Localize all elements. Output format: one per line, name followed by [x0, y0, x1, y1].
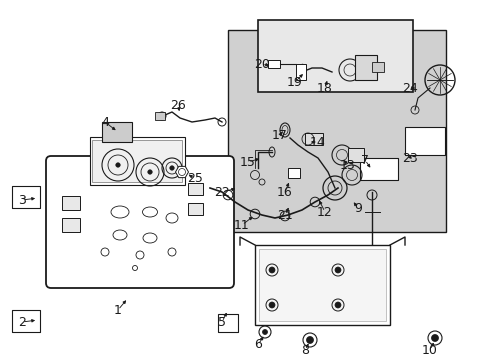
Text: 14: 14	[309, 135, 325, 149]
Bar	[12, 310, 40, 332]
Text: 20: 20	[254, 58, 269, 71]
Circle shape	[116, 163, 120, 167]
Text: 18: 18	[316, 81, 332, 95]
Bar	[305, 133, 323, 145]
Text: 7: 7	[360, 153, 368, 166]
Text: 6: 6	[254, 338, 262, 351]
Circle shape	[147, 170, 152, 174]
Text: 5: 5	[218, 315, 225, 328]
Circle shape	[430, 334, 438, 342]
Bar	[102, 122, 132, 142]
Text: 23: 23	[401, 152, 417, 165]
Bar	[354, 55, 376, 80]
Text: 10: 10	[421, 343, 437, 356]
Text: 25: 25	[187, 171, 203, 185]
Circle shape	[268, 267, 274, 273]
Bar	[287, 168, 299, 178]
Circle shape	[334, 267, 340, 273]
Text: 13: 13	[340, 158, 355, 171]
Bar	[187, 203, 203, 215]
Bar	[267, 60, 280, 68]
Circle shape	[268, 302, 274, 308]
Text: 2: 2	[18, 315, 26, 328]
Circle shape	[169, 166, 174, 170]
Bar	[371, 62, 383, 72]
Bar	[92, 140, 182, 182]
Text: 16: 16	[277, 185, 292, 198]
Bar	[359, 158, 397, 180]
Text: 24: 24	[401, 81, 417, 95]
Bar	[347, 148, 363, 162]
Text: 17: 17	[271, 129, 287, 141]
Bar	[258, 20, 412, 92]
Text: 4: 4	[101, 116, 109, 129]
Bar	[295, 64, 305, 80]
Bar	[254, 245, 389, 325]
Text: 15: 15	[240, 156, 255, 168]
Text: 3: 3	[18, 194, 26, 207]
Text: 1: 1	[114, 303, 122, 316]
Text: 12: 12	[317, 206, 332, 219]
Bar	[187, 183, 203, 195]
Bar	[227, 30, 445, 232]
Circle shape	[262, 329, 267, 334]
Circle shape	[334, 302, 340, 308]
Text: 22: 22	[214, 185, 229, 198]
Bar	[90, 137, 184, 185]
Bar	[259, 249, 385, 321]
FancyBboxPatch shape	[46, 156, 234, 288]
Text: 11: 11	[234, 219, 249, 231]
Text: 19: 19	[286, 76, 302, 89]
Text: 21: 21	[277, 208, 292, 221]
Bar	[155, 112, 164, 120]
Polygon shape	[175, 166, 188, 177]
Text: 8: 8	[301, 343, 308, 356]
Bar	[404, 127, 444, 155]
Circle shape	[306, 337, 313, 343]
Text: 26: 26	[170, 99, 185, 112]
Bar	[62, 196, 80, 210]
Bar	[12, 186, 40, 208]
Bar	[62, 218, 80, 232]
Bar	[218, 314, 238, 332]
Text: 9: 9	[353, 202, 361, 215]
